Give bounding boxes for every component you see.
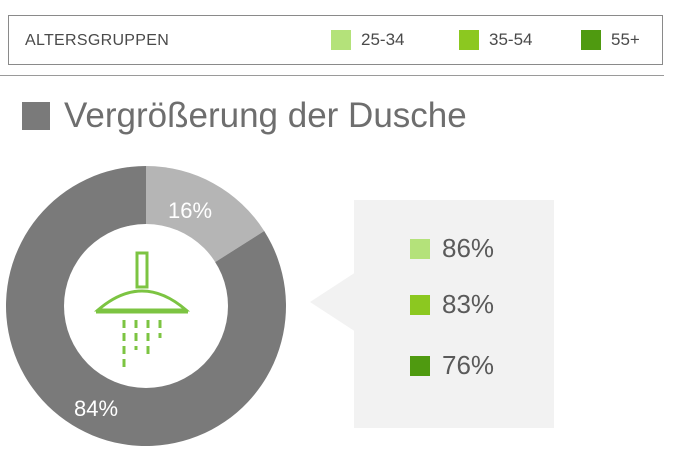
age-group-legend: ALTERSGRUPPEN 25-34 35-54 55+ xyxy=(8,15,663,65)
section-title: Vergrößerung der Dusche xyxy=(64,96,467,135)
stat-row-35-54: 83% xyxy=(410,289,494,320)
section-header: Vergrößerung der Dusche xyxy=(22,96,467,136)
legend-item-25-34: 25-34 xyxy=(331,30,404,50)
stat-row-25-34: 86% xyxy=(410,233,494,264)
divider xyxy=(0,75,664,76)
legend-swatch-55-plus xyxy=(581,30,601,50)
stat-swatch-25-34 xyxy=(410,238,430,259)
legend-title: ALTERSGRUPPEN xyxy=(25,32,170,49)
legend-item-55-plus: 55+ xyxy=(581,30,640,50)
shower-head-icon xyxy=(93,251,191,368)
legend-swatch-25-34 xyxy=(331,30,351,50)
legend-label-25-34: 25-34 xyxy=(361,30,405,49)
stat-value-35-54: 83% xyxy=(442,289,495,319)
section-swatch xyxy=(22,102,50,130)
legend-swatch-35-54 xyxy=(459,30,479,50)
stat-swatch-55-plus xyxy=(410,355,430,376)
stat-value-55-plus: 76% xyxy=(442,350,495,380)
slice-label-16: 16% xyxy=(168,198,212,223)
legend-label-55-plus: 55+ xyxy=(611,30,640,49)
legend-item-35-54: 35-54 xyxy=(459,30,532,50)
callout-panel xyxy=(310,200,554,428)
donut-hole xyxy=(64,224,228,388)
stat-value-25-34: 86% xyxy=(442,233,495,263)
donut-chart: 84% 16% xyxy=(5,166,286,446)
stat-swatch-35-54 xyxy=(410,294,430,315)
slice-label-84: 84% xyxy=(74,396,118,421)
stat-row-55-plus: 76% xyxy=(410,350,494,381)
legend-label-35-54: 35-54 xyxy=(489,30,533,49)
